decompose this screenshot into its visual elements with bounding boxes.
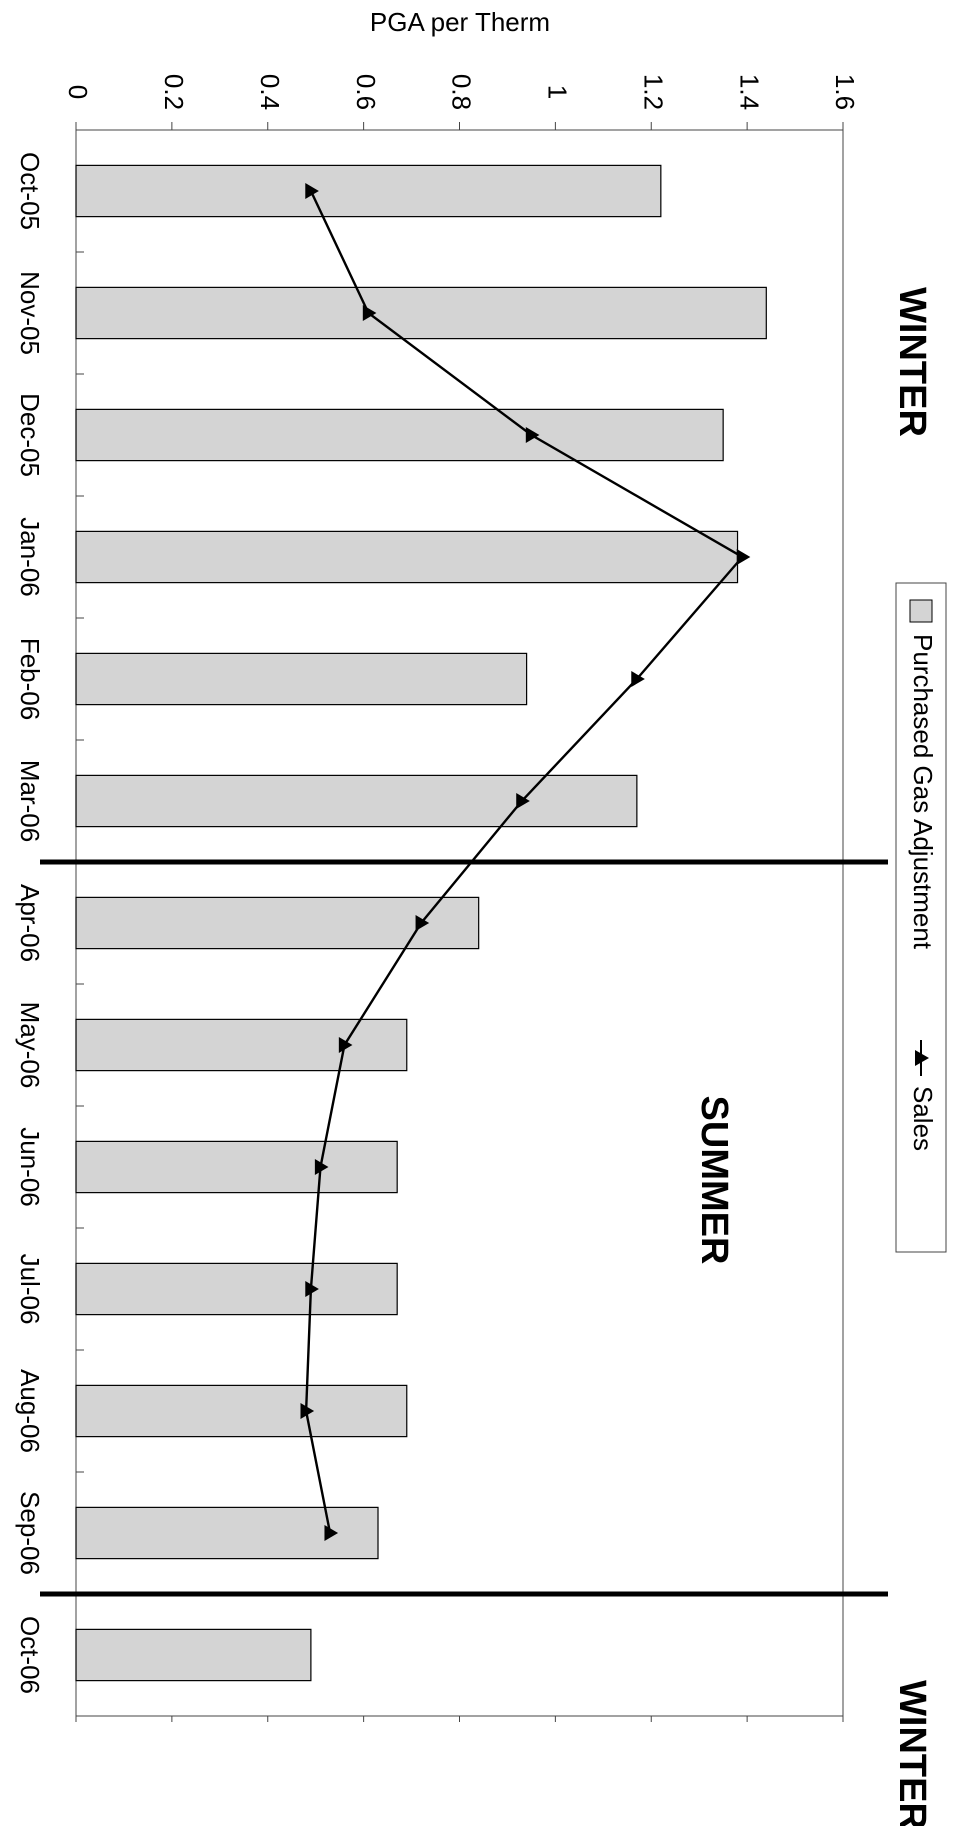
category-label: Sep-06 — [15, 1491, 45, 1575]
value-tick-label: 0 — [63, 85, 93, 99]
sales-point — [525, 427, 540, 443]
bar — [75, 1262, 398, 1316]
season-label: WINTER — [891, 1680, 933, 1826]
sales-point — [305, 183, 319, 199]
sales-point — [631, 671, 645, 687]
value-tick-label: 1.4 — [734, 74, 764, 110]
value-tick-label: 0.6 — [351, 74, 381, 110]
sales-point — [338, 1037, 353, 1053]
bar — [75, 1140, 398, 1194]
category-label: Oct-05 — [15, 152, 45, 230]
value-tick-label: 0.4 — [255, 74, 285, 110]
bar — [75, 530, 739, 584]
season-label: WINTER — [891, 287, 933, 437]
category-label: Mar-06 — [15, 760, 45, 842]
sales-point — [305, 1281, 319, 1297]
category-label: Dec-05 — [15, 393, 45, 477]
bar — [75, 286, 767, 340]
sales-point — [736, 549, 751, 565]
legend-swatch-marker — [915, 1050, 929, 1066]
sales-point — [516, 793, 530, 809]
plot-area: 0 0.2 0.4 0.6 0.8 1 1.2 1.4 1.6 PGA per Therm Oct-… — [15, 7, 947, 1826]
sales-point — [314, 1159, 329, 1175]
category-label: Oct-06 — [15, 1616, 45, 1694]
value-axis-title: PGA per Therm — [370, 7, 550, 37]
sales-point — [300, 1403, 315, 1419]
category-label: Apr-06 — [15, 884, 45, 962]
value-tick-label: 0.8 — [447, 74, 477, 110]
sales-point — [324, 1525, 339, 1541]
bar — [75, 408, 724, 462]
category-label: Jan-06 — [15, 517, 45, 597]
legend-swatch-bar — [909, 599, 933, 623]
value-tick-label: 0.2 — [159, 74, 189, 110]
category-label: Aug-06 — [15, 1369, 45, 1453]
category-label: Jul-06 — [15, 1254, 45, 1325]
category-label: Nov-05 — [15, 271, 45, 355]
category-label: Feb-06 — [15, 638, 45, 720]
value-tick-label: 1 — [543, 85, 573, 99]
bar — [75, 1628, 312, 1682]
legend-label-line: Sales — [908, 1086, 938, 1151]
bar — [75, 1018, 408, 1072]
bar — [75, 774, 638, 828]
category-label: Jun-06 — [15, 1127, 45, 1207]
sales-point — [362, 305, 377, 321]
legend-label-bar: Purchased Gas Adjustment — [908, 634, 938, 950]
bar — [75, 1384, 408, 1438]
legend-box — [895, 582, 947, 1253]
value-tick-label: 1.6 — [830, 74, 860, 110]
sales-point — [415, 915, 430, 931]
bar — [75, 652, 528, 706]
category-label: May-06 — [15, 1002, 45, 1089]
value-tick-label: 1.2 — [638, 74, 668, 110]
season-label: SUMMER — [693, 1096, 735, 1265]
bar — [75, 164, 662, 218]
